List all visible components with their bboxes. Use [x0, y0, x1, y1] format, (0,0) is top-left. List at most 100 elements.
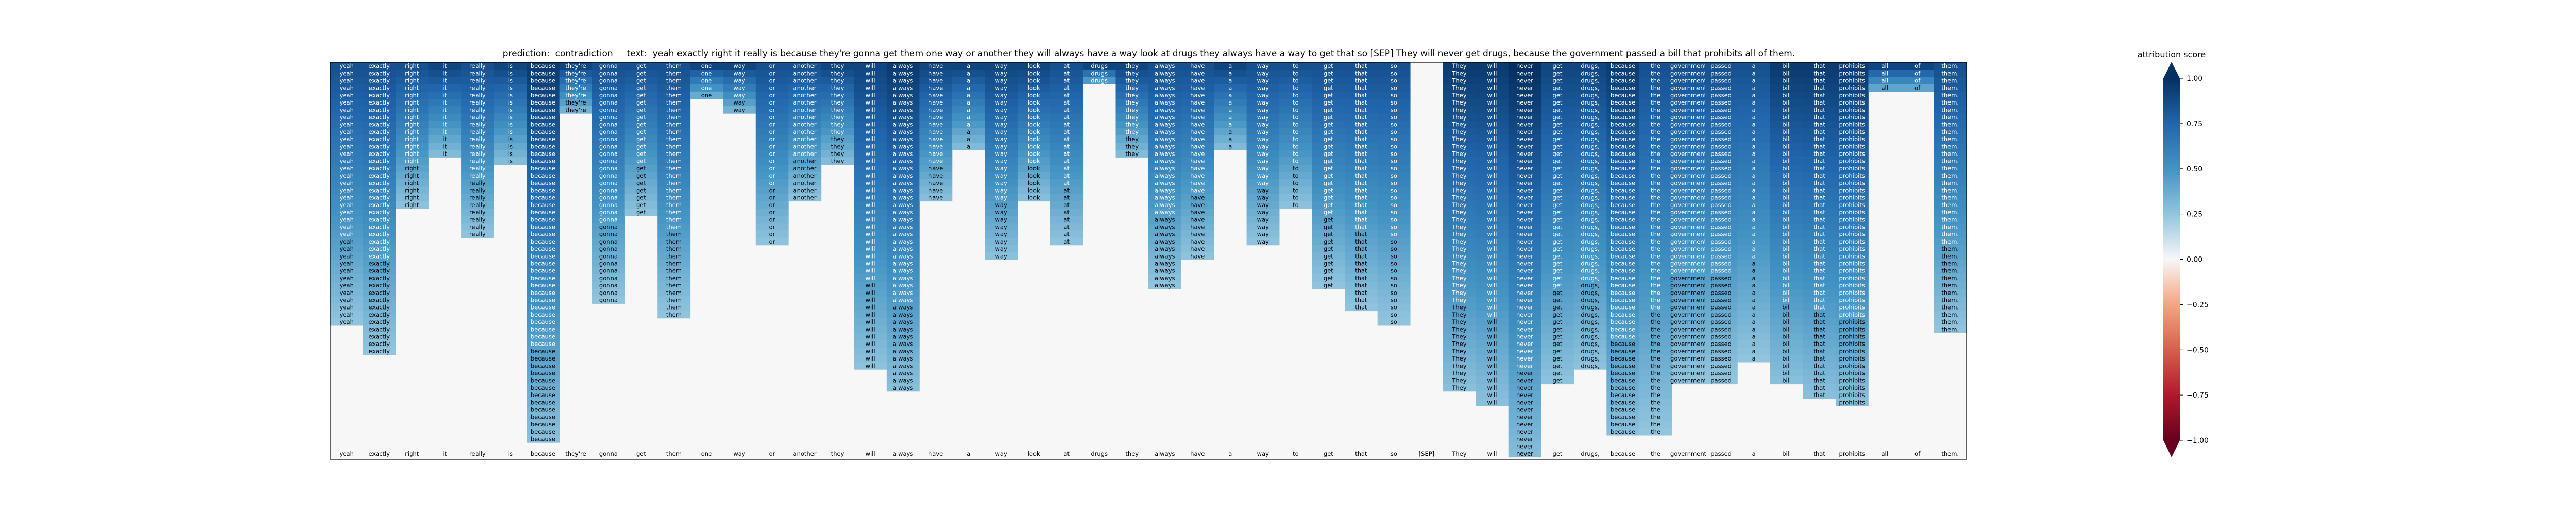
x-tick-label: get [636, 450, 646, 457]
cell-token-label: They [1451, 216, 1466, 223]
heatmap-cell [1181, 150, 1214, 158]
cell-token-label: exactly [368, 340, 390, 348]
heatmap-cell [854, 99, 887, 107]
cell-token-label: always [893, 369, 913, 376]
cell-token-label: get [636, 121, 646, 128]
cell-token-label: get [1324, 70, 1333, 77]
cell-token-label: a [1752, 62, 1756, 70]
heatmap-cell [1017, 77, 1050, 84]
cell-token-label: the [1651, 414, 1660, 421]
cell-token-label: drugs, [1581, 128, 1599, 135]
heatmap-cell [461, 62, 494, 70]
cell-token-label: it [443, 113, 447, 121]
cell-token-label: always [893, 150, 913, 157]
heatmap-cell [657, 113, 691, 121]
cell-token-label: always [893, 348, 913, 355]
cell-token-label: way [995, 106, 1007, 113]
cell-token-label: way [733, 70, 745, 77]
x-tick-label: drugs, [1581, 450, 1599, 457]
heatmap-cell [821, 99, 854, 107]
cell-token-label: gonna [599, 70, 618, 77]
cell-token-label: or [769, 150, 775, 157]
cell-token-label: another [793, 172, 817, 179]
cell-token-label: passed [1710, 165, 1732, 172]
cell-token-label: always [893, 194, 913, 201]
heatmap-cell [1115, 121, 1149, 129]
cell-token-label: bill [1782, 282, 1791, 289]
cell-token-label: yeah [340, 128, 354, 135]
cell-token-label: never [1516, 70, 1533, 77]
cell-token-label: them. [1941, 231, 1959, 238]
cell-token-label: bill [1782, 245, 1791, 252]
heatmap-cell [624, 121, 658, 129]
cell-token-label: bill [1782, 179, 1791, 186]
cell-token-label: always [893, 282, 913, 289]
heatmap-cell [985, 209, 1018, 216]
cell-token-label: that [1355, 143, 1367, 150]
heatmap-cell [461, 186, 494, 194]
cell-token-label: that [1813, 62, 1825, 70]
cell-token-label: passed [1710, 77, 1732, 84]
cell-token-label: passed [1710, 201, 1732, 209]
cell-token-label: so [1391, 186, 1397, 194]
cell-token-label: always [893, 70, 913, 77]
cell-token-label: never [1516, 325, 1533, 333]
cell-token-label: way [1257, 70, 1269, 77]
cell-token-label: is [508, 128, 513, 135]
heatmap-cell [1115, 113, 1149, 121]
cell-token-label: a [1752, 340, 1756, 348]
cell-token-label: yeah [340, 172, 354, 179]
cell-token-label: government [1670, 369, 1707, 376]
heatmap-cell [1181, 172, 1214, 180]
heatmap-cell [1181, 209, 1214, 216]
cell-token-label: a [1752, 252, 1756, 260]
cell-token-label: get [1553, 150, 1563, 157]
cell-token-label: passed [1710, 223, 1732, 230]
heatmap-cell [1050, 135, 1083, 143]
cell-token-label: have [1190, 179, 1205, 186]
cell-token-label: them [666, 231, 682, 238]
heatmap-cell [330, 150, 363, 158]
cell-token-label: government [1670, 231, 1707, 238]
heatmap-cell [461, 194, 494, 202]
cell-token-label: because [1611, 179, 1635, 186]
cell-token-label: because [531, 391, 555, 399]
cell-token-label: one [701, 77, 712, 84]
heatmap-cell [755, 216, 789, 224]
cell-token-label: because [1611, 106, 1635, 113]
heatmap-cell [788, 91, 822, 99]
cell-token-label: that [1355, 296, 1367, 303]
cell-token-label: bill [1782, 289, 1791, 296]
cell-token-label: prohibits [1839, 252, 1865, 260]
cell-token-label: really [469, 143, 486, 150]
cell-token-label: They [1451, 274, 1466, 282]
heatmap-cell [624, 106, 658, 114]
heatmap-cell [494, 77, 527, 84]
cell-token-label: they're [565, 70, 586, 77]
cell-token-label: get [1553, 311, 1563, 318]
heatmap-cell [985, 186, 1018, 194]
heatmap-cell [1017, 70, 1050, 77]
cell-token-label: get [1553, 77, 1563, 84]
cell-token-label: government [1670, 201, 1707, 209]
cell-token-label: passed [1710, 296, 1732, 303]
cell-token-label: will [866, 121, 875, 128]
cell-token-label: will [1487, 158, 1497, 165]
heatmap-cell [985, 70, 1018, 77]
cell-token-label: will [866, 267, 875, 274]
cell-token-label: passed [1710, 282, 1732, 289]
cell-token-label: prohibits [1839, 348, 1865, 355]
cell-token-label: They [1451, 282, 1466, 289]
heatmap-cell [952, 143, 985, 150]
heatmap-cell [592, 106, 625, 114]
heatmap-cell [919, 157, 953, 165]
heatmap-cell [854, 325, 887, 333]
cell-token-label: because [1611, 296, 1635, 303]
cell-token-label: right [405, 62, 419, 70]
cell-token-label: They [1451, 92, 1466, 99]
cell-token-label: because [1611, 92, 1635, 99]
cell-token-label: because [531, 216, 555, 223]
heatmap-cell [396, 113, 429, 121]
heatmap-cell [396, 99, 429, 107]
cell-token-label: passed [1710, 231, 1732, 238]
